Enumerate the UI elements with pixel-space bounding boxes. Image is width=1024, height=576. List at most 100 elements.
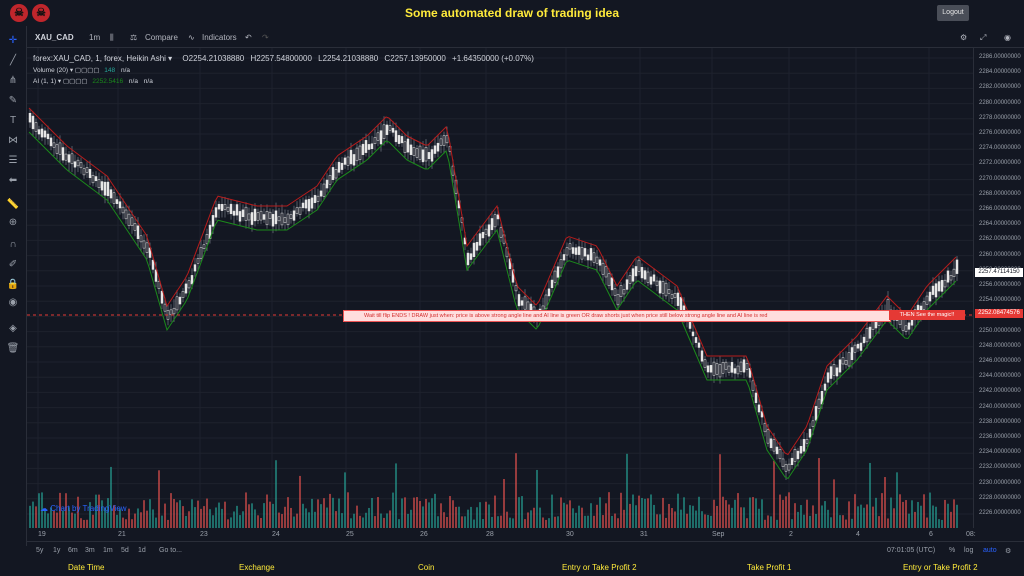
- candle-body: [76, 159, 80, 167]
- back-arrow-icon[interactable]: ⬅: [8, 175, 18, 186]
- volume-bar: [260, 518, 262, 528]
- candle-body: [268, 211, 272, 219]
- time-tick-label: 21: [118, 531, 126, 538]
- volume-bar: [314, 511, 316, 528]
- range-1d[interactable]: 1d: [138, 547, 146, 554]
- layers-icon[interactable]: ◈: [9, 323, 17, 334]
- volume-bar: [554, 516, 556, 528]
- candle-body: [661, 281, 665, 294]
- goto-button[interactable]: Go to...: [159, 547, 182, 554]
- volume-bar: [581, 507, 583, 528]
- ai-study-label[interactable]: AI (1, 1): [33, 78, 57, 85]
- brush-icon[interactable]: ✎: [8, 95, 18, 106]
- ruler-icon[interactable]: 📏: [6, 199, 20, 210]
- trend-line-icon[interactable]: ╱: [9, 55, 17, 66]
- lock-drawing-icon[interactable]: ✐: [8, 259, 18, 270]
- pattern-icon[interactable]: ⋈: [8, 135, 18, 146]
- price-chart-svg[interactable]: [27, 48, 973, 528]
- page-title: Some automated draw of trading idea: [404, 6, 620, 20]
- candle-body: [841, 357, 845, 365]
- range-6m[interactable]: 6m: [68, 547, 78, 554]
- redo-icon[interactable]: ↷: [262, 33, 269, 42]
- eye-icon[interactable]: ◉: [8, 297, 18, 308]
- volume-bar: [128, 508, 130, 528]
- volume-bar: [86, 519, 88, 528]
- crosshair-icon[interactable]: ✛: [8, 35, 18, 46]
- interval-selector[interactable]: 1m: [89, 33, 101, 42]
- range-1y[interactable]: 1y: [53, 547, 61, 554]
- volume-bar: [500, 515, 502, 528]
- volume-bar: [560, 497, 562, 528]
- text-tool-icon[interactable]: T: [9, 115, 17, 126]
- volume-bar: [917, 501, 919, 528]
- volume-study-label[interactable]: Volume (20): [33, 67, 69, 74]
- range-5d[interactable]: 5d: [121, 547, 129, 554]
- utc-clock[interactable]: 07:01:05 (UTC): [887, 547, 936, 554]
- candle-body: [853, 344, 857, 353]
- magnet-icon[interactable]: ∩: [9, 239, 17, 250]
- axis-settings-gear-icon[interactable]: ⚙: [1005, 548, 1012, 555]
- candle-body: [520, 300, 524, 306]
- candle-body: [217, 203, 221, 210]
- percent-toggle[interactable]: %: [949, 547, 956, 554]
- candle-body: [145, 242, 149, 253]
- range-1m[interactable]: 1m: [103, 547, 113, 554]
- undo-icon[interactable]: ↶: [245, 33, 252, 42]
- chart-pane[interactable]: [27, 48, 973, 528]
- volume-bar: [203, 506, 205, 528]
- pitchfork-icon[interactable]: ⋔: [8, 75, 18, 86]
- candle-body: [565, 247, 569, 256]
- volume-bar: [677, 493, 679, 528]
- volume-bar: [473, 519, 475, 528]
- volume-bar: [746, 518, 748, 528]
- candle-body: [190, 275, 194, 285]
- price-tick-label: 2248.00000000: [979, 342, 1021, 349]
- trade-idea-annotation[interactable]: Wait till flip ENDS ! DRAW just when: pr…: [343, 310, 891, 322]
- range-5y[interactable]: 5y: [36, 547, 44, 554]
- candle-body: [778, 449, 782, 460]
- volume-bar: [827, 509, 829, 528]
- volume-bar: [416, 497, 418, 528]
- price-tick-label: 2246.00000000: [979, 358, 1021, 364]
- legend-series-name[interactable]: forex:XAU_CAD, 1, forex, Heikin Ashi: [33, 54, 166, 63]
- price-axis[interactable]: [973, 48, 1024, 528]
- compare-button[interactable]: Compare: [145, 33, 178, 42]
- volume-bar: [296, 513, 298, 528]
- auto-toggle[interactable]: auto: [983, 547, 997, 554]
- candle-body: [610, 277, 614, 291]
- candle-body: [856, 343, 860, 349]
- lock-icon[interactable]: 🔒: [6, 279, 20, 290]
- candle-body: [85, 167, 89, 173]
- volume-bar: [92, 514, 94, 528]
- footer-exchange: Exchange: [239, 563, 275, 572]
- trash-icon[interactable]: 🗑: [6, 343, 20, 354]
- volume-bar: [47, 513, 49, 528]
- volume-bar: [179, 500, 181, 528]
- chart-type-icon[interactable]: ⫼: [110, 33, 114, 42]
- tradingview-watermark[interactable]: ☁ Chart by TradingView: [40, 504, 127, 513]
- volume-bar: [173, 498, 175, 528]
- candle-body: [55, 144, 59, 154]
- candle-body: [31, 115, 35, 130]
- settings-gear-icon[interactable]: ⚙: [960, 33, 968, 42]
- volume-bar: [833, 479, 835, 528]
- volume-bar: [425, 498, 427, 528]
- log-toggle[interactable]: log: [964, 547, 974, 554]
- volume-bar: [653, 504, 655, 528]
- indicators-button[interactable]: Indicators: [202, 33, 237, 42]
- symbol-search[interactable]: XAU_CAD: [35, 33, 74, 42]
- prediction-icon[interactable]: ☰: [8, 155, 18, 166]
- fullscreen-icon[interactable]: ⤢: [980, 33, 987, 42]
- magic-annotation[interactable]: THEN See the magic!!: [889, 310, 965, 320]
- zoom-in-icon[interactable]: ⊕: [8, 217, 18, 228]
- candle-body: [328, 175, 332, 185]
- legend-high: H2257.54800000: [250, 54, 312, 63]
- volume-bar: [65, 493, 67, 528]
- candle-body: [466, 252, 470, 266]
- range-3m[interactable]: 3m: [85, 547, 95, 554]
- volume-bar: [593, 515, 595, 528]
- volume-bar: [251, 503, 253, 528]
- snapshot-camera-icon[interactable]: ◉: [1004, 33, 1011, 42]
- volume-bar: [101, 500, 103, 528]
- logout-button[interactable]: Logout: [937, 5, 969, 21]
